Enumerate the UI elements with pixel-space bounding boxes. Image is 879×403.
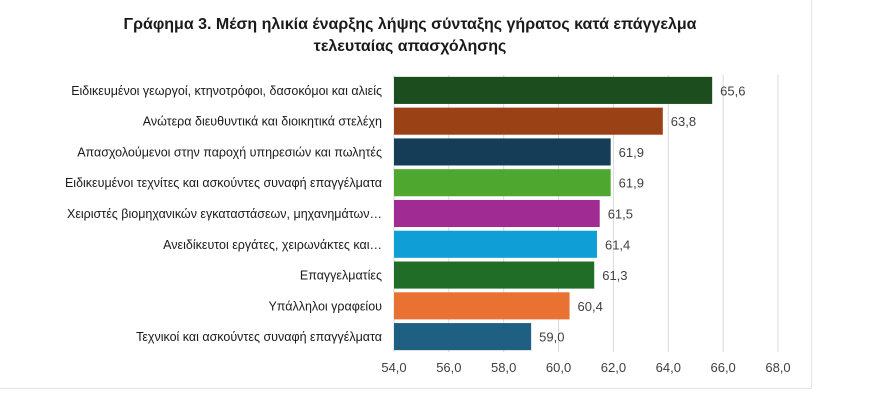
chart-title-line-1: Γράφημα 3. Μέση ηλικία έναρξης λήψης σύν… bbox=[123, 16, 697, 33]
data-label: 59,0 bbox=[539, 330, 564, 345]
bar bbox=[394, 230, 597, 258]
x-tick-label: 60,0 bbox=[546, 360, 571, 375]
category-label: Τεχνικοί και ασκούντες συναφή επαγγέλματ… bbox=[136, 330, 382, 344]
bar-chart: 54,0 56,0 58,0 60,0 62,0 64,0 66,0 68,0 Ειδικευμ… bbox=[65, 75, 791, 375]
data-label: 61,9 bbox=[619, 145, 644, 160]
data-label: 61,4 bbox=[605, 237, 630, 252]
category-label: Επαγγελματίες bbox=[300, 269, 382, 283]
chart-title: Γράφημα 3. Μέση ηλικία έναρξης λήψης σύν… bbox=[60, 14, 760, 58]
chart-frame: Γράφημα 3. Μέση ηλικία έναρξης λήψης σύν… bbox=[0, 0, 812, 389]
x-tick-label: 66,0 bbox=[710, 360, 735, 375]
x-tick-label: 54,0 bbox=[381, 360, 406, 375]
bar bbox=[394, 199, 600, 228]
bar bbox=[394, 169, 611, 197]
bar bbox=[394, 292, 570, 320]
bar bbox=[394, 261, 595, 289]
category-label: Απασχολούμενοι στην παροχή υπηρεσιών και… bbox=[77, 145, 382, 159]
category-label: Ειδικευμένοι τεχνίτες και ασκούντες συνα… bbox=[65, 176, 382, 190]
x-tick-label: 64,0 bbox=[656, 360, 681, 375]
category-label: Ειδικευμένοι γεωργοί, κτηνοτρόφοι, δασοκ… bbox=[71, 84, 382, 98]
data-label: 65,6 bbox=[720, 83, 745, 98]
x-tick-label: 68,0 bbox=[765, 360, 790, 375]
bar bbox=[394, 138, 611, 166]
x-tick-label: 58,0 bbox=[491, 360, 516, 375]
bar bbox=[394, 107, 663, 135]
data-label: 60,4 bbox=[578, 299, 603, 314]
data-label: 61,3 bbox=[602, 268, 627, 283]
x-tick-label: 56,0 bbox=[436, 360, 461, 375]
bar bbox=[394, 76, 713, 104]
x-tick-label: 62,0 bbox=[601, 360, 626, 375]
chart-title-line-2: τελευταίας απασχόλησης bbox=[313, 38, 507, 55]
category-label: Υπάλληλοι γραφείου bbox=[268, 299, 382, 313]
data-label: 61,9 bbox=[619, 176, 644, 191]
labels: 54,0 56,0 58,0 60,0 62,0 64,0 66,0 68,0 Ειδικευμ… bbox=[65, 83, 791, 375]
category-label: Χειριστές βιομηχανικών εγκαταστάσεων, μη… bbox=[67, 207, 382, 221]
data-label: 63,8 bbox=[671, 114, 696, 129]
bars bbox=[394, 76, 713, 351]
category-label: Ανειδίκευτοι εργάτες, χειρωνάκτες και… bbox=[163, 238, 382, 252]
bar bbox=[394, 323, 532, 351]
data-label: 61,5 bbox=[608, 207, 633, 222]
category-label: Ανώτερα διευθυντικά και διοικητικά στελέ… bbox=[143, 115, 382, 129]
